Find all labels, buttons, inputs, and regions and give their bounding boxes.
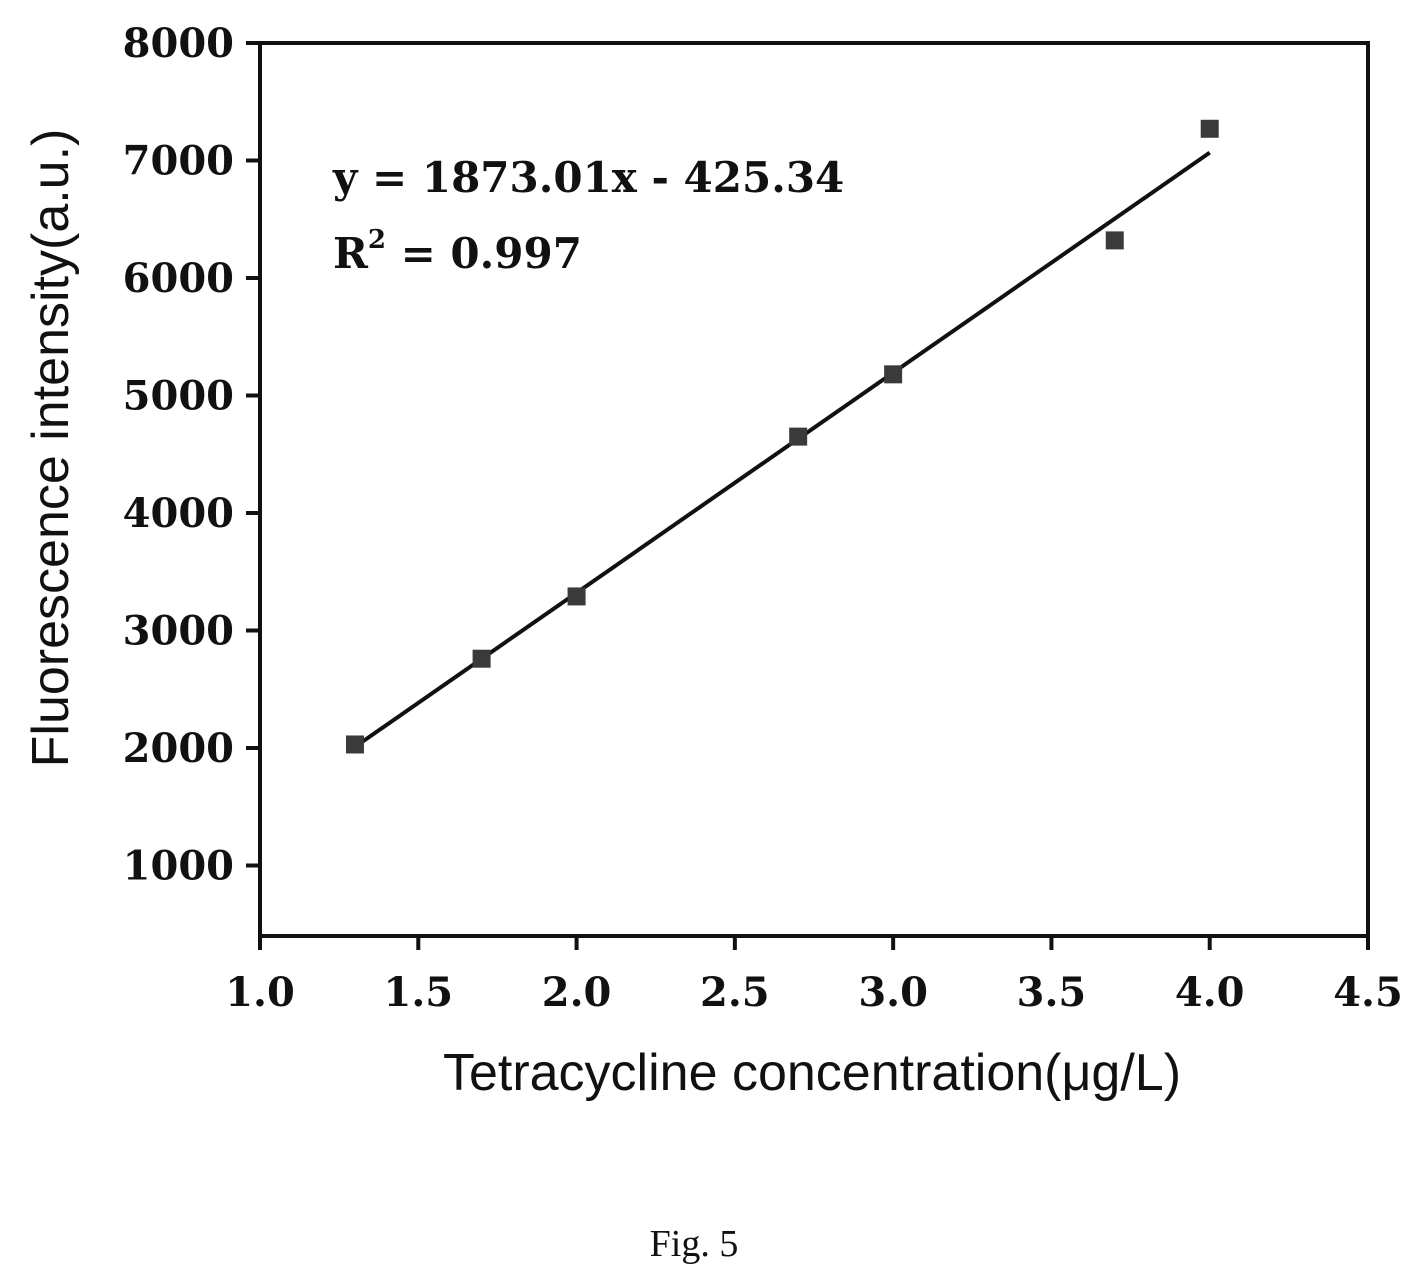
data-point [472, 649, 491, 668]
r2-value: = 0.997 [386, 229, 582, 278]
x-axis-title: Tetracycline concentration(μg/L) [443, 1044, 1181, 1102]
y-tick-label: 1000 [123, 843, 234, 890]
x-tick-label: 1.0 [225, 969, 295, 1016]
y-tick-label: 3000 [123, 608, 234, 655]
y-axis-title: Fluorescence intensity(a.u.) [22, 129, 80, 768]
x-tick-label: 3.0 [858, 969, 928, 1016]
x-tick-label: 1.5 [383, 969, 453, 1016]
x-tick-label: 3.5 [1017, 969, 1087, 1016]
data-point [1200, 119, 1219, 138]
x-tick-label: 2.5 [700, 969, 770, 1016]
fit-line [353, 151, 1211, 749]
y-axis-ticks: 1000 2000 3000 4000 5000 6000 7000 8000 [123, 20, 260, 890]
plot-frame [258, 41, 1370, 938]
y-tick-label: 7000 [123, 138, 234, 185]
fit-line-layer [353, 151, 1211, 749]
data-points-layer [345, 119, 1219, 754]
x-tick-label: 2.0 [542, 969, 612, 1016]
y-tick-label: 5000 [123, 373, 234, 420]
r2-prefix: R [333, 229, 369, 278]
y-tick-label: 2000 [123, 725, 234, 772]
data-point [789, 427, 808, 446]
x-axis-ticks: 1.0 1.5 2.0 2.5 3.0 3.5 4.0 4.5 [225, 936, 1403, 1016]
x-tick-label: 4.0 [1175, 969, 1245, 1016]
y-tick-label: 4000 [123, 490, 234, 537]
data-point [1105, 231, 1124, 250]
x-tick-label: 4.5 [1333, 969, 1403, 1016]
data-point [884, 365, 903, 384]
data-point [567, 587, 586, 606]
data-point [345, 735, 364, 754]
figure-caption: Fig. 5 [650, 1223, 739, 1265]
r2-annotation: R2 = 0.997 [333, 225, 582, 278]
y-tick-label: 8000 [123, 20, 234, 67]
equation-annotation: y = 1873.01x - 425.34 [332, 153, 844, 202]
y-tick-label: 6000 [123, 255, 234, 302]
r2-superscript: 2 [368, 225, 386, 255]
